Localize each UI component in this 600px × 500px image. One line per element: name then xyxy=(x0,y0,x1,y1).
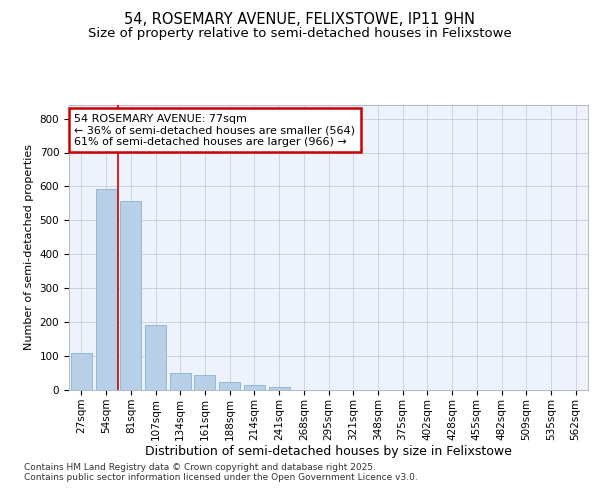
Bar xyxy=(244,385,265,390)
Bar xyxy=(145,324,166,390)
Bar xyxy=(120,202,141,390)
Text: Size of property relative to semi-detached houses in Felixstowe: Size of property relative to semi-detach… xyxy=(88,28,512,40)
Text: Contains HM Land Registry data © Crown copyright and database right 2025.
Contai: Contains HM Land Registry data © Crown c… xyxy=(24,462,418,482)
X-axis label: Distribution of semi-detached houses by size in Felixstowe: Distribution of semi-detached houses by … xyxy=(145,446,512,458)
Bar xyxy=(194,376,215,390)
Bar xyxy=(269,388,290,390)
Y-axis label: Number of semi-detached properties: Number of semi-detached properties xyxy=(24,144,34,350)
Bar xyxy=(71,354,92,390)
Bar xyxy=(219,382,240,390)
Text: 54, ROSEMARY AVENUE, FELIXSTOWE, IP11 9HN: 54, ROSEMARY AVENUE, FELIXSTOWE, IP11 9H… xyxy=(125,12,476,28)
Bar xyxy=(170,373,191,390)
Text: 54 ROSEMARY AVENUE: 77sqm
← 36% of semi-detached houses are smaller (564)
61% of: 54 ROSEMARY AVENUE: 77sqm ← 36% of semi-… xyxy=(74,114,355,147)
Bar xyxy=(95,189,116,390)
